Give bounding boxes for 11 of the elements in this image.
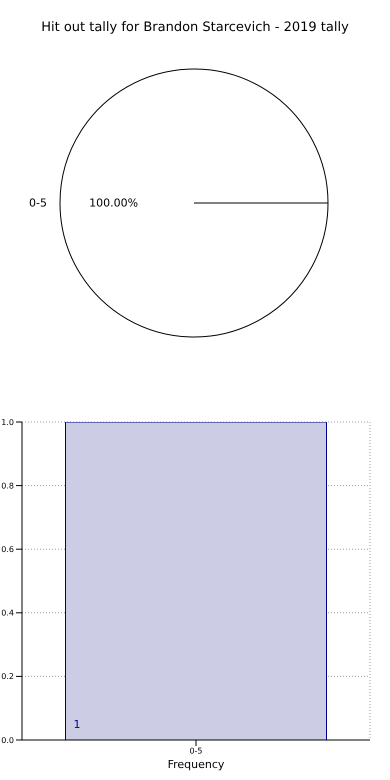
y-tick-label: 0.8 <box>1 481 14 490</box>
data-label: 100.00% <box>89 196 138 210</box>
chart-title: Hit out tally for Brandon Starcevich - 2019 tally <box>40 20 350 35</box>
y-tick-label: 0.0 <box>1 736 14 745</box>
x-axis-title: Frequency <box>168 758 225 771</box>
slice-label: 0-5 <box>29 196 47 210</box>
y-tick-label: 0.2 <box>1 672 14 682</box>
data-label: 1 <box>74 718 80 731</box>
y-tick-label: 1.0 <box>1 418 14 427</box>
y-tick-label: 0.4 <box>1 608 14 618</box>
y-tick-label: 0.6 <box>1 545 14 554</box>
